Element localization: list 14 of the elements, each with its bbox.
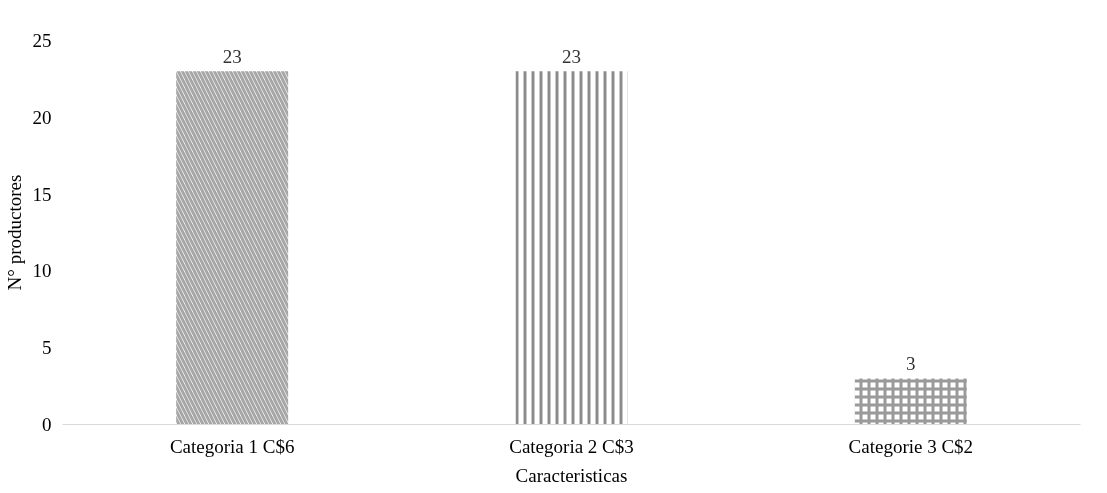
x-tick-label: Categorie 3 C$2 bbox=[848, 435, 974, 457]
y-tick-label: 15 bbox=[32, 183, 52, 205]
x-tick-label: Categoria 2 C$3 bbox=[509, 435, 634, 457]
data-label: 3 bbox=[906, 353, 916, 375]
x-axis-title: Caracteristicas bbox=[515, 464, 628, 486]
y-tick-label: 25 bbox=[32, 30, 52, 51]
y-tick-label: 20 bbox=[32, 106, 52, 128]
data-label: 23 bbox=[222, 46, 242, 68]
data-label: 23 bbox=[562, 46, 581, 68]
y-tick-label: 0 bbox=[42, 414, 52, 435]
y-tick-label: 5 bbox=[42, 337, 52, 359]
y-axis-title: N° productores bbox=[3, 174, 25, 291]
y-tick-label: 10 bbox=[32, 260, 52, 282]
x-tick-label: Categoria 1 C$6 bbox=[169, 435, 295, 457]
